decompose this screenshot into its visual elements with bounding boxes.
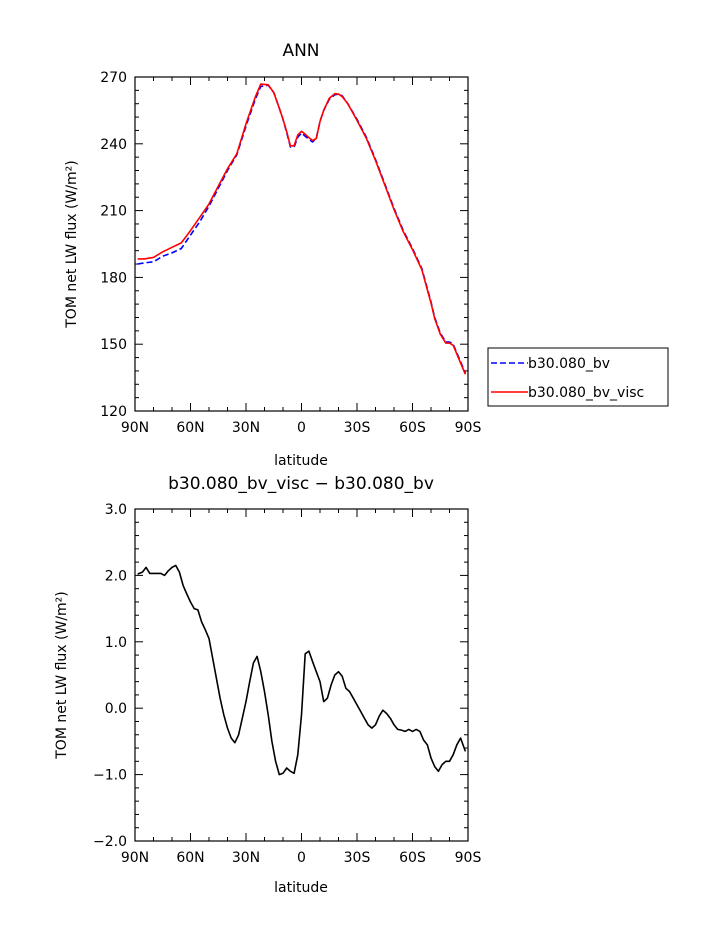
bottom-chart-title: b30.080_bv_visc − b30.080_bv [168,474,434,494]
bottom-plot-frame [134,508,469,842]
bottom-y-ticks: −2.0 −1.0 0.0 1.0 2.0 3.0 [93,502,468,850]
y-tick-label: 1.0 [105,635,127,651]
x-tick-label: 30N [232,420,260,436]
y-tick-label: 240 [100,137,127,153]
x-tick-label: 90S [455,850,482,866]
y-tick-label: 210 [100,204,127,220]
legend-label-bv: b30.080_bv [528,356,610,372]
bottom-y-axis-label: TOM net LW flux (W/m²) [54,591,70,760]
bottom-series-line-0 [137,564,467,776]
top-series-lines [137,83,467,375]
top-plot-frame [134,76,469,412]
legend-box [487,347,669,407]
x-tick-label: 60S [399,850,426,866]
y-tick-label: 0.0 [105,701,127,717]
top-x-ticks: 90N 60N 30N 0 30S 60S 90S [121,77,482,436]
y-tick-label: 2.0 [105,568,127,584]
x-tick-label: 30N [232,850,260,866]
top-panel: ANN 90N 60N 30N 0 30S 60S 90S 120 150 180 210 240 2… [64,41,481,469]
bottom-x-axis-label: latitude [274,880,328,896]
y-tick-label: −2.0 [93,834,127,850]
legend: b30.080_bv b30.080_bv_visc [487,347,669,407]
bottom-series-lines [137,564,467,776]
top-series-line-0 [137,84,467,374]
x-tick-label: 60N [176,420,204,436]
bottom-panel: b30.080_bv_visc − b30.080_bv 90N 60N 30N 0 3… [54,474,481,896]
x-tick-label: 60S [399,420,426,436]
y-tick-label: 120 [100,404,127,420]
top-series-line-1 [137,83,467,375]
x-tick-label: 30S [344,420,371,436]
x-tick-label: 0 [297,850,306,866]
top-y-axis-label: TOM net LW flux (W/m²) [64,160,80,329]
top-x-axis-label: latitude [274,453,328,469]
y-tick-label: 3.0 [105,502,127,518]
top-chart-title: ANN [282,41,319,61]
x-tick-label: 60N [176,850,204,866]
y-tick-label: −1.0 [93,768,127,784]
x-tick-label: 90N [121,420,149,436]
x-tick-label: 90N [121,850,149,866]
legend-label-bv-visc: b30.080_bv_visc [528,385,644,401]
x-tick-label: 90S [455,420,482,436]
top-y-ticks: 120 150 180 210 240 270 [100,70,468,420]
x-tick-label: 0 [297,420,306,436]
x-tick-label: 30S [344,850,371,866]
bottom-x-ticks: 90N 60N 30N 0 30S 60S 90S [121,509,482,866]
y-tick-label: 270 [100,70,127,86]
y-tick-label: 150 [100,337,127,353]
y-tick-label: 180 [100,270,127,286]
